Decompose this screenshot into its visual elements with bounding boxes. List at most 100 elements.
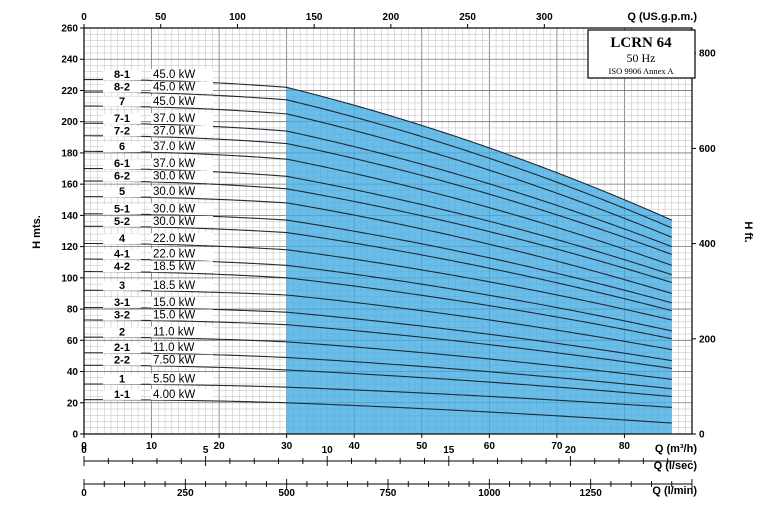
curve-8-1 xyxy=(84,78,672,221)
stage-label-bg xyxy=(103,113,141,124)
power-label: 7.50 kW xyxy=(153,355,195,367)
curve-label-7: 7 45.0 kW xyxy=(103,95,213,108)
stage-label-bg xyxy=(103,234,141,245)
power-label-bg xyxy=(151,296,213,308)
y-tick-label: 140 xyxy=(61,211,78,222)
power-label: 30.0 kW xyxy=(153,216,195,228)
stage-label-bg xyxy=(103,216,141,227)
power-label: 30.0 kW xyxy=(153,203,195,215)
top-tick-label: 250 xyxy=(459,12,476,23)
power-label-bg xyxy=(151,81,213,93)
power-label-bg xyxy=(151,186,213,198)
ft-tick-label: 800 xyxy=(699,49,716,60)
stage-label-bg xyxy=(103,126,141,137)
power-label: 11.0 kW xyxy=(153,342,194,354)
power-label: 37.0 kW xyxy=(153,158,195,170)
curve-6-1 xyxy=(84,167,672,276)
lm-tick-label: 1000 xyxy=(478,488,501,499)
curve-2-2 xyxy=(84,364,672,398)
power-label-bg xyxy=(151,279,213,291)
curve-label-1: 1 5.50 kW xyxy=(103,373,213,385)
stage-label-bg xyxy=(103,249,141,260)
stage-label: 5-2 xyxy=(114,216,130,228)
stage-label: 7-2 xyxy=(114,125,130,137)
y-tick-label: 120 xyxy=(61,242,78,253)
power-label: 22.0 kW xyxy=(153,249,195,261)
ft-tick-label: 200 xyxy=(699,334,716,345)
stage-label: 8-1 xyxy=(114,69,130,81)
lm-tick-label: 500 xyxy=(278,488,295,499)
curve-label-6: 6 37.0 kW xyxy=(103,141,213,153)
stage-label: 5-1 xyxy=(114,203,130,215)
power-label-bg xyxy=(151,69,213,81)
stage-label-bg xyxy=(103,96,141,107)
curve-label-4: 4 22.0 kW xyxy=(103,233,213,245)
power-label-bg xyxy=(151,158,213,170)
curve-7-1 xyxy=(83,122,672,248)
plot-border xyxy=(83,27,693,435)
x-axis-top-title: Q (US.g.p.m.) xyxy=(627,11,697,23)
top-tick-label: 50 xyxy=(155,12,167,23)
x-tick-label: 0 xyxy=(81,441,87,452)
stage-label-bg xyxy=(103,297,141,308)
curve-labels: 8-1 45.0 kW8-2 45.0 kW7 45.0 kW7-1 37.0 kW7-… xyxy=(103,69,213,401)
curve-label-3-1: 3-1 15.0 kW xyxy=(103,296,213,309)
stage-label-bg xyxy=(103,142,141,153)
stage-label-bg xyxy=(103,280,141,291)
stage-label: 3-2 xyxy=(114,309,130,321)
curve-label-5-2: 5-2 30.0 kW xyxy=(103,215,213,228)
curve-label-4-2: 4-2 18.5 kW xyxy=(103,261,213,273)
curve-label-5: 5 30.0 kW xyxy=(103,186,213,198)
stage-label-bg xyxy=(103,70,141,81)
y-tick-label: 240 xyxy=(61,55,78,66)
top-tick-label: 150 xyxy=(306,12,323,23)
power-label-bg xyxy=(151,125,213,137)
power-label: 4.00 kW xyxy=(153,389,195,401)
x-axis-title: Q (m³/h) xyxy=(655,443,697,455)
x-tick-label: 70 xyxy=(551,441,563,452)
stage-label: 3-1 xyxy=(114,297,130,309)
power-label-bg xyxy=(151,215,213,227)
power-label-bg xyxy=(151,309,213,321)
y-tick-label: 200 xyxy=(61,117,78,128)
power-label: 18.5 kW xyxy=(153,280,195,292)
power-label-bg xyxy=(151,95,213,107)
y-tick-label: 20 xyxy=(67,398,79,409)
stage-label: 5 xyxy=(119,186,125,198)
ft-tick-label: 0 xyxy=(699,430,705,441)
curve-7 xyxy=(84,105,672,238)
y-tick-label: 80 xyxy=(67,305,79,316)
ls-tick-label: 20 xyxy=(565,445,577,456)
stage-label-bg xyxy=(103,389,141,400)
stage-label: 4-2 xyxy=(114,261,130,273)
y-tick-label: 220 xyxy=(61,86,78,97)
power-label-bg xyxy=(151,342,213,354)
power-label: 11.0 kW xyxy=(153,327,194,339)
curve-5-1 xyxy=(84,213,672,304)
ls-tick-label: 0 xyxy=(81,445,87,456)
stage-label-bg xyxy=(103,355,141,366)
stage-label: 4 xyxy=(119,233,126,245)
chart-title: LCRN 64 xyxy=(610,35,672,51)
top-tick-label: 100 xyxy=(229,12,246,23)
stage-label: 6 xyxy=(119,141,125,153)
power-label-bg xyxy=(151,354,213,366)
curve-3-2 xyxy=(84,319,672,369)
curve-2 xyxy=(83,336,672,380)
curve-6-2 xyxy=(84,180,672,284)
curve-label-7-1: 7-1 37.0 kW xyxy=(103,112,213,125)
y-tick-label: 60 xyxy=(67,336,79,347)
power-label-bg xyxy=(151,373,213,385)
power-label-bg xyxy=(151,203,213,215)
power-label: 37.0 kW xyxy=(153,113,195,125)
ls-tick-label: 15 xyxy=(443,445,455,456)
stage-label-bg xyxy=(103,171,141,182)
ft-tick-label: 600 xyxy=(699,144,716,155)
curve-label-3-2: 3-2 15.0 kW xyxy=(103,309,213,321)
stage-label: 6-2 xyxy=(114,171,130,183)
stage-label-bg xyxy=(103,204,141,215)
curve-4 xyxy=(84,242,672,321)
power-label: 30.0 kW xyxy=(153,171,195,183)
